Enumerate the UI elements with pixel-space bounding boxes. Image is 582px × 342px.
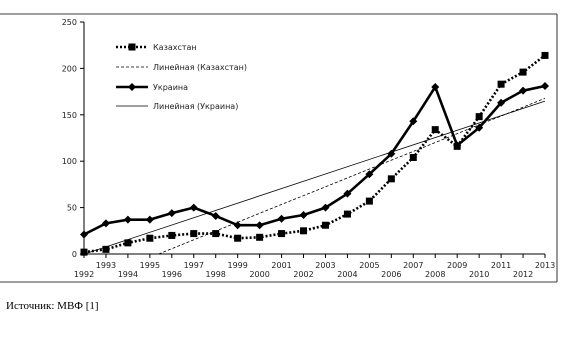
data-point-square — [102, 245, 110, 253]
x-tick-label: 2007 — [403, 261, 423, 270]
x-tick-label: 2013 — [535, 261, 555, 270]
y-tick-label: 100 — [62, 157, 77, 166]
data-point-square — [190, 230, 198, 238]
data-point-square — [409, 153, 417, 161]
data-point-diamond — [541, 82, 549, 91]
data-point-square — [168, 231, 176, 239]
x-tick-label: 2000 — [249, 270, 269, 279]
series-layer — [80, 51, 549, 256]
data-point-square — [278, 230, 286, 238]
x-tick-label: 2005 — [359, 261, 379, 270]
data-point-diamond — [299, 211, 308, 220]
data-point-square — [497, 80, 505, 88]
data-point-square — [256, 233, 264, 241]
data-point-diamond — [475, 123, 484, 132]
legend: Казахстан Линейная (Казахстан) Украина Лине… — [116, 43, 247, 111]
data-point-square — [146, 234, 154, 242]
data-point-diamond — [233, 221, 242, 230]
legend-label: Линейная (Украина) — [153, 102, 238, 111]
legend-label: Казахстан — [153, 43, 197, 52]
trendlines — [84, 97, 546, 255]
x-tick-label: 1995 — [140, 261, 160, 270]
y-axis: 0 50 100 150 200 250 — [62, 18, 85, 259]
data-point-diamond — [145, 215, 154, 224]
x-tick-label: 2008 — [425, 270, 445, 279]
data-point-square — [300, 227, 308, 235]
y-tick-label: 200 — [62, 64, 77, 73]
series-line — [83, 54, 546, 254]
data-point-square — [124, 239, 132, 247]
source-note: Источник: МВФ [1] — [6, 300, 99, 312]
x-tick-label: 1996 — [162, 270, 182, 279]
data-point-diamond — [431, 82, 440, 91]
data-point-diamond — [497, 98, 506, 107]
data-point-square — [365, 197, 373, 205]
data-point-square — [234, 234, 242, 242]
data-point-square — [541, 51, 549, 59]
x-tick-label: 2011 — [491, 261, 511, 270]
legend-marker — [128, 83, 136, 91]
legend-label: Линейная (Казахстан) — [153, 63, 247, 72]
x-tick-label: 2009 — [447, 261, 467, 270]
y-tick-label: 150 — [62, 111, 77, 120]
data-point-square — [343, 210, 351, 218]
data-point-square — [431, 126, 439, 134]
data-point-diamond — [101, 219, 110, 228]
x-tick-label: 2006 — [381, 270, 401, 279]
legend-marker — [128, 43, 136, 51]
data-point-square — [475, 113, 483, 121]
data-point-diamond — [167, 209, 176, 218]
data-point-diamond — [123, 215, 132, 224]
x-tick-label: 1994 — [118, 270, 138, 279]
x-tick-label: 2003 — [315, 261, 335, 270]
data-point-diamond — [277, 214, 286, 223]
series-line — [83, 84, 546, 236]
data-point-diamond — [189, 203, 198, 212]
x-axis: 1992199319941995199619971998199920002001… — [74, 253, 555, 279]
data-point-diamond — [255, 221, 264, 230]
data-point-diamond — [365, 170, 374, 179]
data-point-diamond — [387, 149, 396, 158]
x-tick-label: 1992 — [74, 270, 94, 279]
legend-label: Украина — [153, 83, 188, 92]
data-point-diamond — [80, 230, 88, 239]
x-tick-label: 2012 — [513, 270, 533, 279]
y-tick-label: 250 — [62, 18, 77, 27]
data-point-diamond — [519, 86, 528, 95]
data-point-square — [321, 221, 329, 229]
x-tick-label: 1998 — [206, 270, 226, 279]
x-tick-label: 2004 — [337, 270, 357, 279]
data-point-diamond — [211, 211, 220, 220]
trendline — [84, 100, 546, 255]
data-point-square — [212, 230, 220, 238]
x-tick-label: 1999 — [227, 261, 247, 270]
data-point-diamond — [321, 203, 330, 212]
x-tick-label: 1997 — [184, 261, 204, 270]
data-point-diamond — [409, 117, 418, 126]
x-tick-label: 1993 — [96, 261, 116, 270]
x-tick-label: 2010 — [469, 270, 489, 279]
x-tick-label: 2001 — [271, 261, 291, 270]
data-point-square — [80, 248, 88, 256]
data-point-square — [387, 175, 395, 183]
data-point-diamond — [453, 141, 462, 150]
y-tick-label: 0 — [72, 250, 77, 259]
x-tick-label: 2002 — [293, 270, 313, 279]
data-point-square — [519, 68, 527, 76]
data-point-diamond — [343, 189, 352, 198]
y-tick-label: 50 — [67, 204, 77, 213]
